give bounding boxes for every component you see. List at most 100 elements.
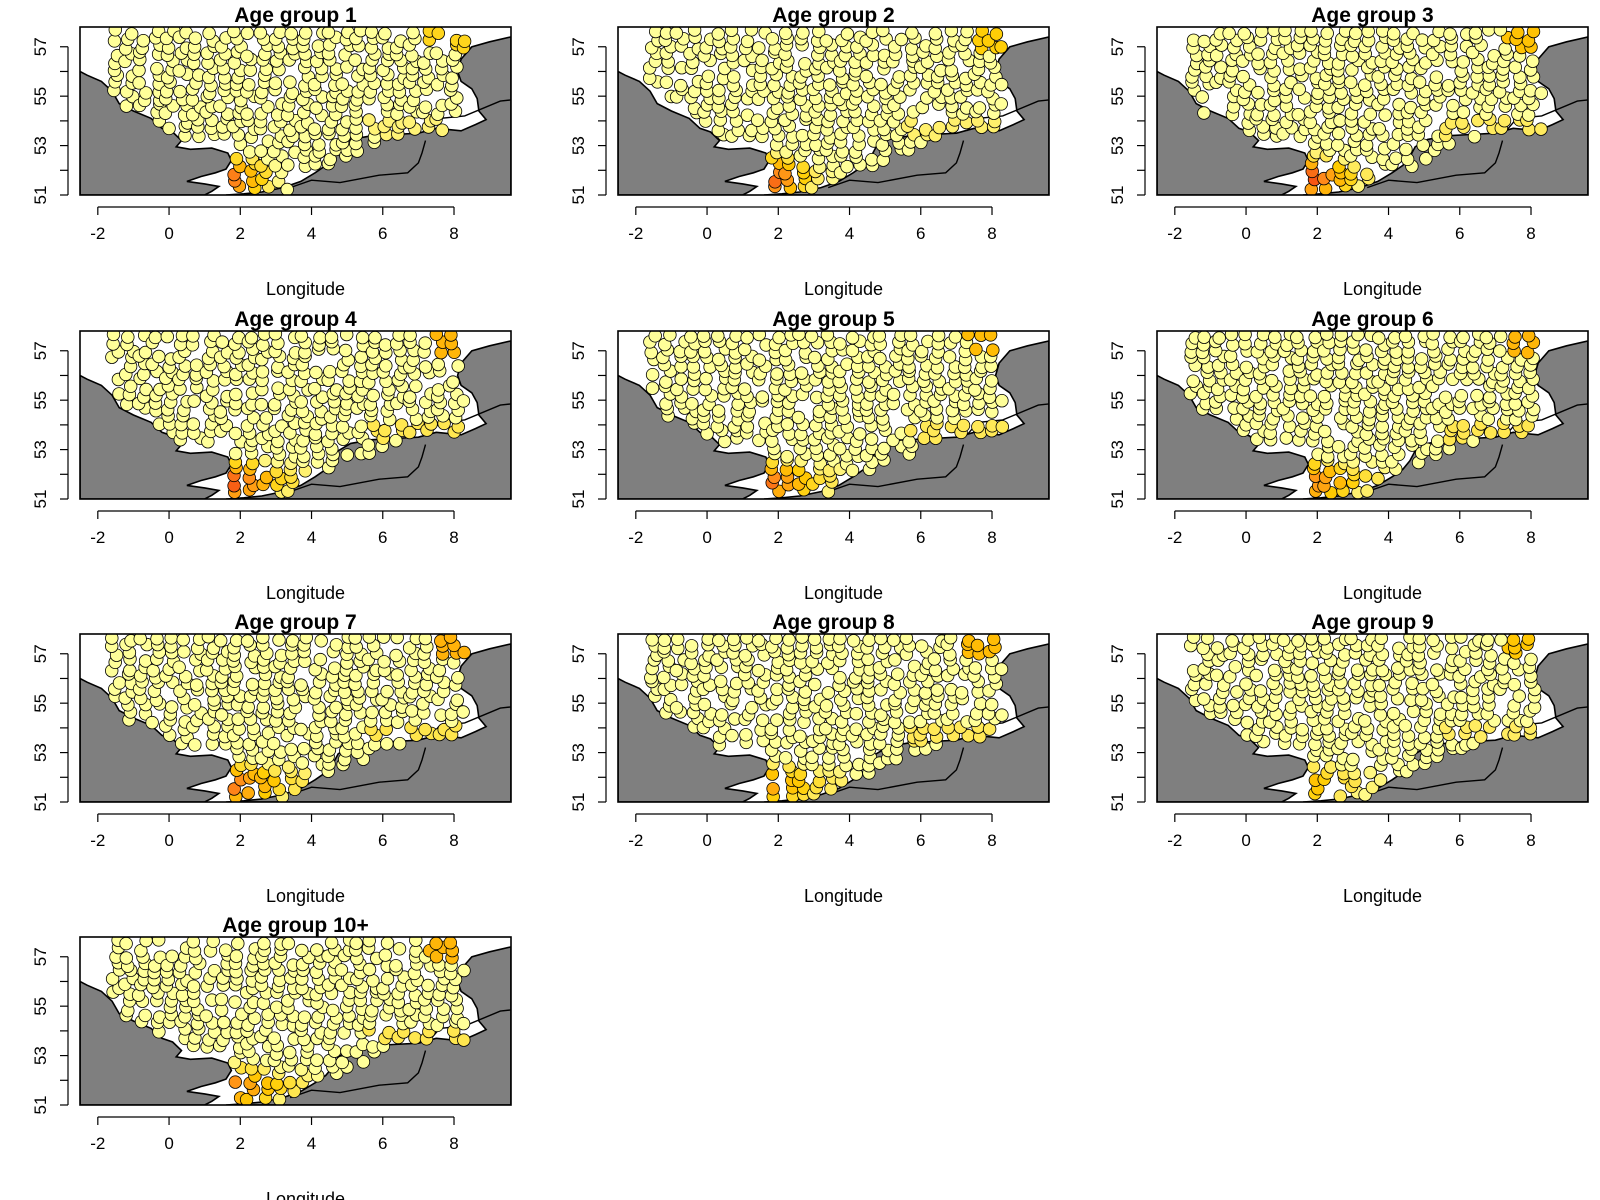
survey-station: [178, 670, 193, 684]
survey-station: [1465, 45, 1480, 60]
survey-station: [261, 100, 275, 114]
x-tick-label: 4: [307, 528, 316, 547]
survey-station: [1371, 70, 1385, 84]
survey-station: [389, 648, 403, 663]
survey-station: [685, 397, 699, 411]
survey-station: [1252, 634, 1266, 644]
survey-station: [824, 782, 838, 796]
survey-station: [418, 100, 433, 114]
x-tick-label: 4: [307, 224, 316, 243]
x-tick-label: 2: [236, 1134, 245, 1153]
survey-station: [294, 395, 308, 409]
x-tick-label: 0: [702, 528, 711, 547]
survey-station: [228, 1075, 243, 1089]
survey-station: [377, 655, 391, 669]
panel-title: Age group 7: [234, 611, 357, 634]
survey-station: [874, 708, 888, 722]
survey-station: [1497, 113, 1512, 128]
survey-station: [187, 698, 202, 712]
survey-station: [983, 331, 998, 342]
survey-station: [833, 442, 847, 456]
survey-station: [240, 107, 254, 121]
survey-station: [164, 700, 179, 714]
survey-station: [186, 979, 201, 994]
survey-station: [390, 668, 404, 682]
survey-station: [1429, 70, 1444, 84]
survey-station: [1278, 27, 1292, 38]
survey-station: [450, 693, 465, 708]
y-tick-label: 55: [31, 997, 50, 1016]
survey-station: [1291, 634, 1305, 648]
survey-station: [1295, 411, 1310, 425]
survey-station: [887, 634, 901, 647]
survey-station: [1498, 42, 1512, 56]
survey-station: [674, 78, 688, 93]
survey-station: [418, 336, 432, 350]
survey-station: [1292, 82, 1306, 97]
survey-station: [1493, 27, 1508, 37]
y-tick-label: 53: [31, 440, 50, 459]
survey-station: [1482, 27, 1496, 37]
survey-station: [752, 353, 767, 367]
survey-station: [697, 697, 712, 712]
x-axis-label: Longitude: [266, 1189, 345, 1200]
map-panel: Age group 2 -2 0 2 4 6 8 Longitude 51 53 55 57: [569, 4, 1050, 299]
survey-station: [1466, 360, 1480, 375]
x-tick-label: 4: [845, 224, 854, 243]
survey-station: [362, 937, 376, 948]
map-panel: Age group 8 -2 0 2 4 6 8 Longitude 51 53 55 57: [569, 611, 1050, 906]
survey-station: [663, 331, 677, 342]
y-tick-label: 51: [569, 490, 588, 509]
survey-station: [994, 77, 1009, 92]
y-tick-label: 55: [569, 391, 588, 410]
survey-station: [443, 937, 457, 950]
y-tick-label: 57: [31, 341, 50, 360]
survey-station: [457, 1033, 471, 1047]
survey-station: [711, 331, 725, 343]
survey-station: [335, 1055, 349, 1070]
survey-station: [1426, 331, 1440, 341]
survey-station: [1225, 634, 1239, 648]
survey-station: [876, 27, 890, 38]
survey-station: [267, 1031, 281, 1045]
survey-station: [1470, 388, 1484, 403]
survey-station: [123, 379, 138, 394]
survey-station: [162, 121, 176, 136]
survey-station: [823, 78, 837, 92]
survey-station: [456, 705, 470, 719]
survey-station: [403, 425, 417, 440]
survey-station: [186, 937, 200, 949]
survey-station: [217, 1015, 231, 1030]
y-tick-label: 55: [1108, 694, 1127, 713]
survey-station: [1240, 715, 1254, 730]
survey-station: [1375, 420, 1389, 434]
x-tick-label: 2: [774, 528, 783, 547]
continental-landmass: [225, 946, 511, 1105]
survey-station: [944, 63, 959, 78]
y-tick-label: 51: [569, 793, 588, 812]
y-tick-label: 53: [569, 743, 588, 762]
x-tick-label: 0: [702, 831, 711, 850]
survey-station: [1330, 138, 1345, 152]
survey-station: [408, 1031, 422, 1045]
survey-station: [752, 41, 766, 55]
survey-station: [792, 331, 806, 341]
survey-station: [739, 728, 753, 742]
survey-station: [281, 937, 296, 951]
x-axis-label: Longitude: [804, 583, 883, 603]
survey-station: [1197, 692, 1211, 706]
survey-station: [927, 652, 942, 666]
survey-station: [310, 943, 324, 957]
x-axis-label: Longitude: [804, 886, 883, 906]
x-tick-label: 0: [164, 1134, 173, 1153]
survey-station: [853, 427, 867, 441]
survey-station: [348, 634, 362, 645]
survey-station: [1521, 634, 1536, 646]
survey-station: [1344, 634, 1358, 646]
country-border: [1366, 444, 1504, 493]
survey-station: [1479, 331, 1493, 345]
survey-station: [323, 365, 337, 379]
x-tick-label: 8: [1526, 528, 1535, 547]
survey-station: [1508, 60, 1523, 74]
